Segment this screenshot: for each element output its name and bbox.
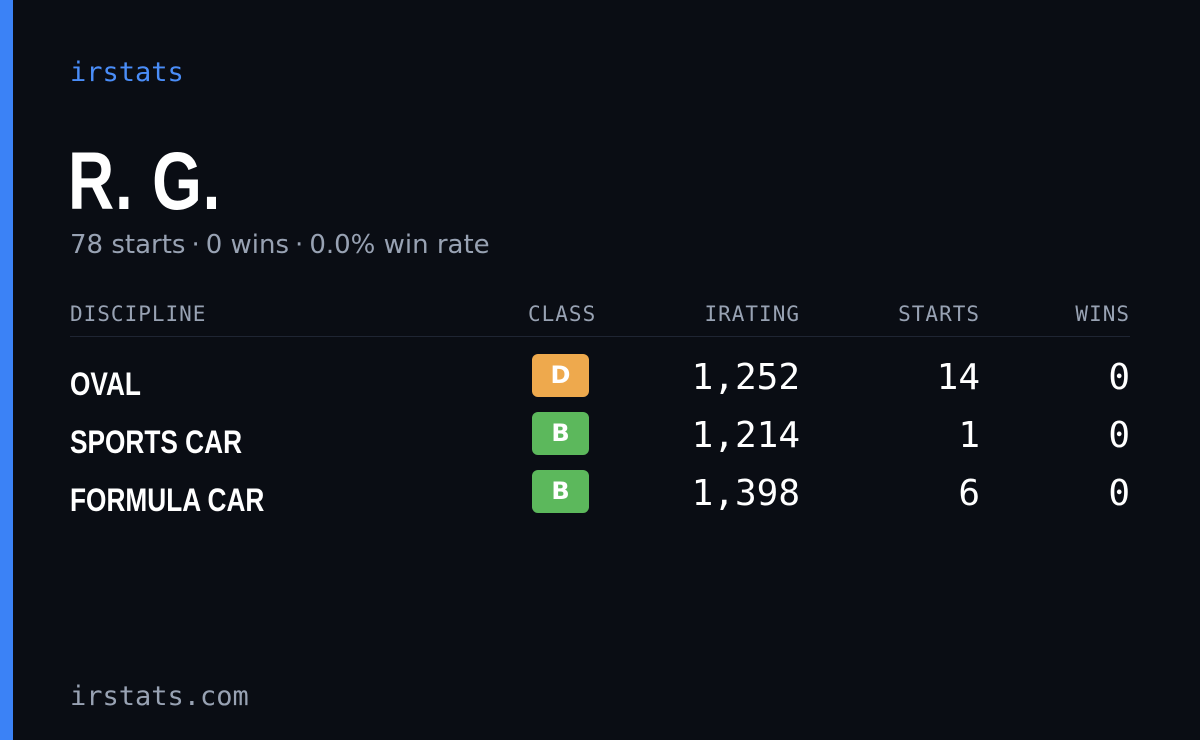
summary-separator: · <box>295 230 304 260</box>
row-starts: 1 <box>958 415 980 456</box>
driver-name: R. G. <box>68 136 222 227</box>
row-wins: 0 <box>1108 357 1130 398</box>
table-header: DISCIPLINE CLASS IRATING STARTS WINS <box>70 298 1130 337</box>
row-irating: 1,398 <box>691 473 800 514</box>
footer-url: irstats.com <box>70 681 249 712</box>
row-starts: 14 <box>936 357 980 398</box>
header-wins: WINS <box>1075 302 1130 326</box>
header-starts: STARTS <box>898 302 980 326</box>
discipline-table: DISCIPLINE CLASS IRATING STARTS WINS OVA… <box>70 298 1130 518</box>
row-starts: 6 <box>958 473 980 514</box>
class-badge: D <box>532 354 589 397</box>
row-discipline: SPORTS CAR <box>70 424 243 460</box>
brand-logo: irstats <box>70 57 184 88</box>
table-row: SPORTS CAR B 1,214 1 0 <box>70 412 1130 470</box>
class-badge: B <box>532 412 589 455</box>
header-irating: IRATING <box>704 302 800 326</box>
row-discipline: OVAL <box>70 366 141 402</box>
table-row: OVAL D 1,252 14 0 <box>70 354 1130 412</box>
header-class: CLASS <box>528 302 597 326</box>
accent-bar <box>0 0 13 740</box>
driver-summary: 78 starts · 0 wins · 0.0% win rate <box>70 228 490 262</box>
row-wins: 0 <box>1108 473 1130 514</box>
row-discipline: FORMULA CAR <box>70 482 265 518</box>
win-rate-summary: 0.0% win rate <box>309 230 490 260</box>
class-badge: B <box>532 470 589 513</box>
row-irating: 1,252 <box>691 357 800 398</box>
starts-summary: 78 starts <box>70 230 186 260</box>
summary-separator: · <box>191 230 200 260</box>
row-wins: 0 <box>1108 415 1130 456</box>
wins-summary: 0 wins <box>205 230 290 260</box>
row-irating: 1,214 <box>691 415 800 456</box>
header-discipline: DISCIPLINE <box>70 302 207 326</box>
table-row: FORMULA CAR B 1,398 6 0 <box>70 470 1130 528</box>
